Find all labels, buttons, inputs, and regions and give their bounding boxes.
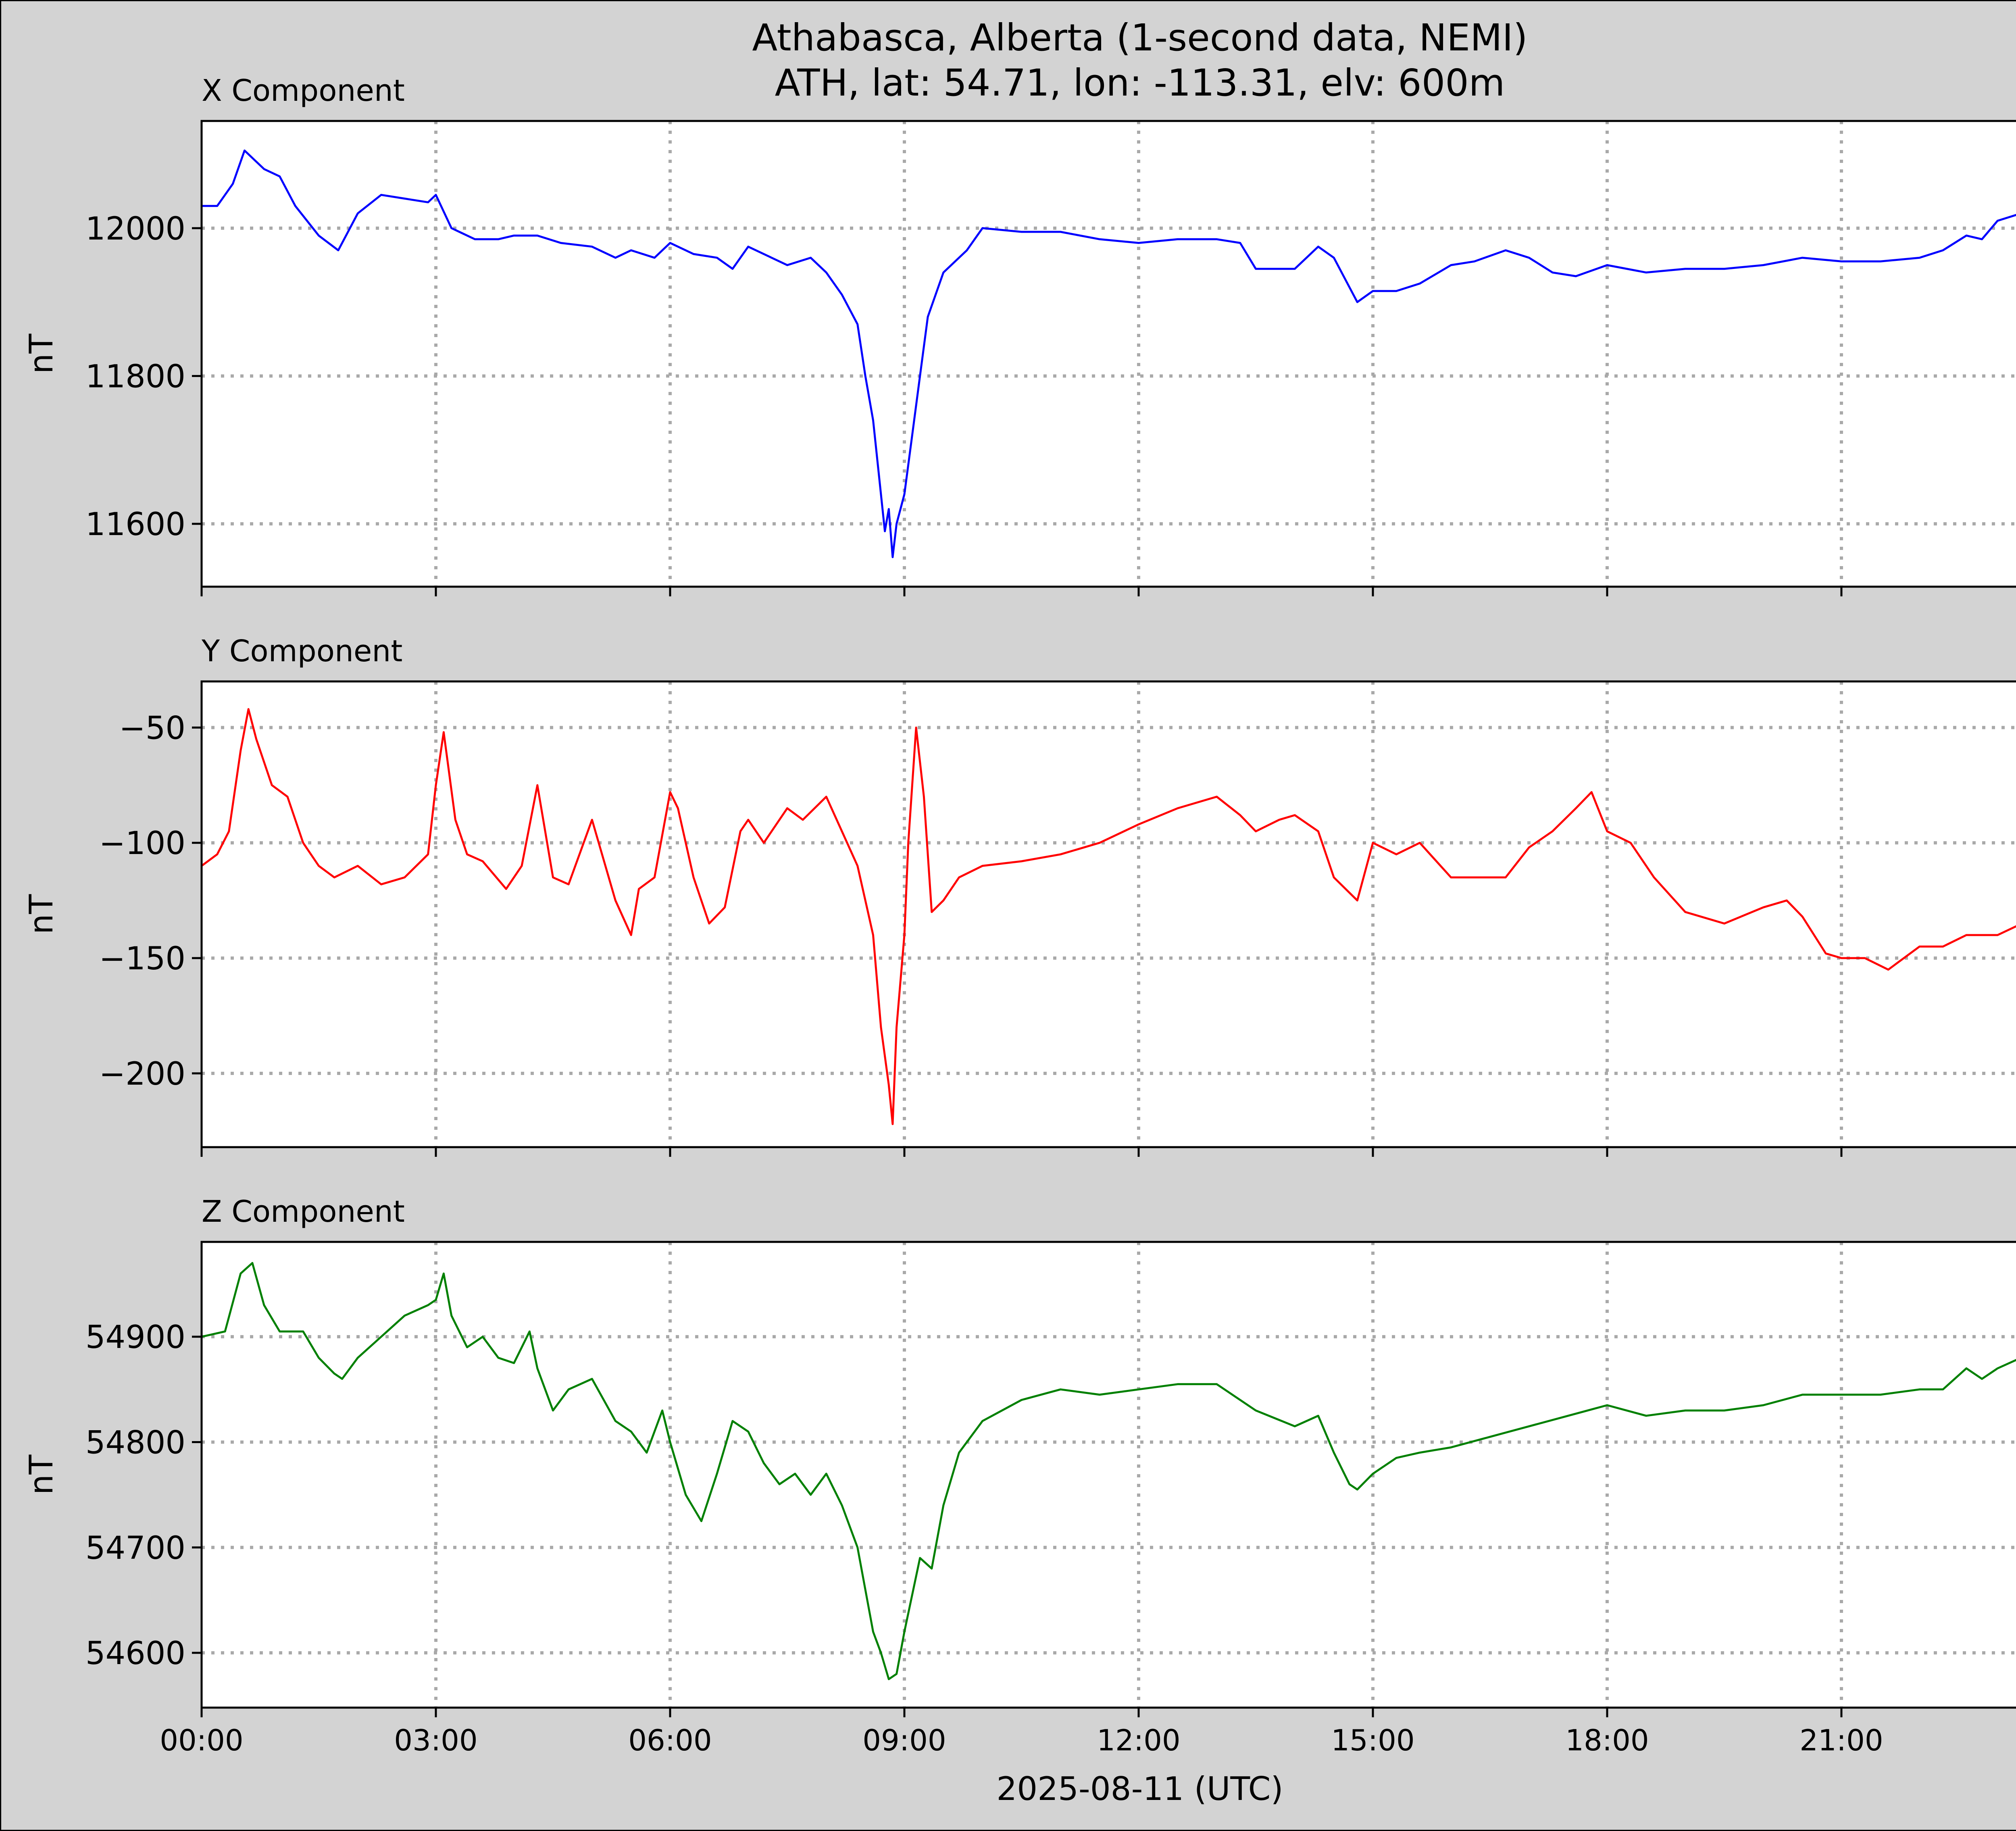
- y-axis-label: nT: [23, 894, 60, 935]
- plot-frame: [200, 120, 2016, 588]
- panel-x: 11600 11800 12000 X Component nT: [23, 73, 2016, 596]
- figure-title-line-2: ATH, lat: 54.71, lon: -113.31, elv: 600m: [775, 61, 1505, 104]
- figure-title-line-1: Athabasca, Alberta (1-second data, NEMI): [752, 16, 1527, 59]
- x-axis-label: 2025-08-11 (UTC): [996, 1770, 1283, 1808]
- series-line-x: [202, 149, 2016, 558]
- x-tick-label: 00:00: [160, 1723, 244, 1757]
- x-tick-label: 15:00: [1331, 1723, 1415, 1757]
- y-tick-label: 54800: [85, 1425, 185, 1461]
- plot-area: [202, 1242, 2016, 1708]
- y-axis-label: nT: [23, 333, 60, 374]
- series-line-y: [201, 708, 2016, 1125]
- x-tick-label: 12:00: [1097, 1723, 1181, 1757]
- y-tick-label: 54900: [85, 1319, 185, 1356]
- plot-area: [202, 681, 2016, 1147]
- panel-title: Z Component: [202, 1194, 405, 1229]
- y-tick-label: 54600: [85, 1635, 185, 1672]
- y-tick-label: −50: [119, 710, 185, 746]
- y-tick-label: 11800: [85, 359, 185, 395]
- y-tick-label: 11600: [85, 506, 185, 543]
- plot-frame: [200, 680, 2016, 1148]
- x-tick-label: 18:00: [1565, 1723, 1649, 1757]
- y-tick-label: −100: [99, 825, 185, 862]
- y-tick-label: 54700: [85, 1530, 185, 1566]
- component-panels: 11600 11800 12000 X Component nT −200 −150 −100…: [23, 73, 2016, 1757]
- y-tick-label: 12000: [85, 211, 185, 247]
- panel-y: −200 −150 −100 −50 Y Component nT: [23, 634, 2016, 1157]
- x-tick-label: 06:00: [628, 1723, 712, 1757]
- panel-title: X Component: [202, 73, 405, 108]
- y-tick-label: −150: [99, 941, 185, 977]
- x-tick-label: 21:00: [1799, 1723, 1883, 1757]
- series-line-z: [201, 1262, 2016, 1680]
- panel-title: Y Component: [201, 634, 402, 669]
- y-axis-label: nT: [23, 1454, 60, 1495]
- x-tick-label: 09:00: [862, 1723, 946, 1757]
- panel-z: 54600 54700 54800 54900 00:00 03:00 06:00 09:00…: [23, 1194, 2016, 1757]
- y-tick-label: −200: [99, 1056, 185, 1092]
- plot-frame: [200, 1241, 2016, 1709]
- plot-area: [202, 121, 2016, 587]
- x-tick-label: 03:00: [394, 1723, 478, 1757]
